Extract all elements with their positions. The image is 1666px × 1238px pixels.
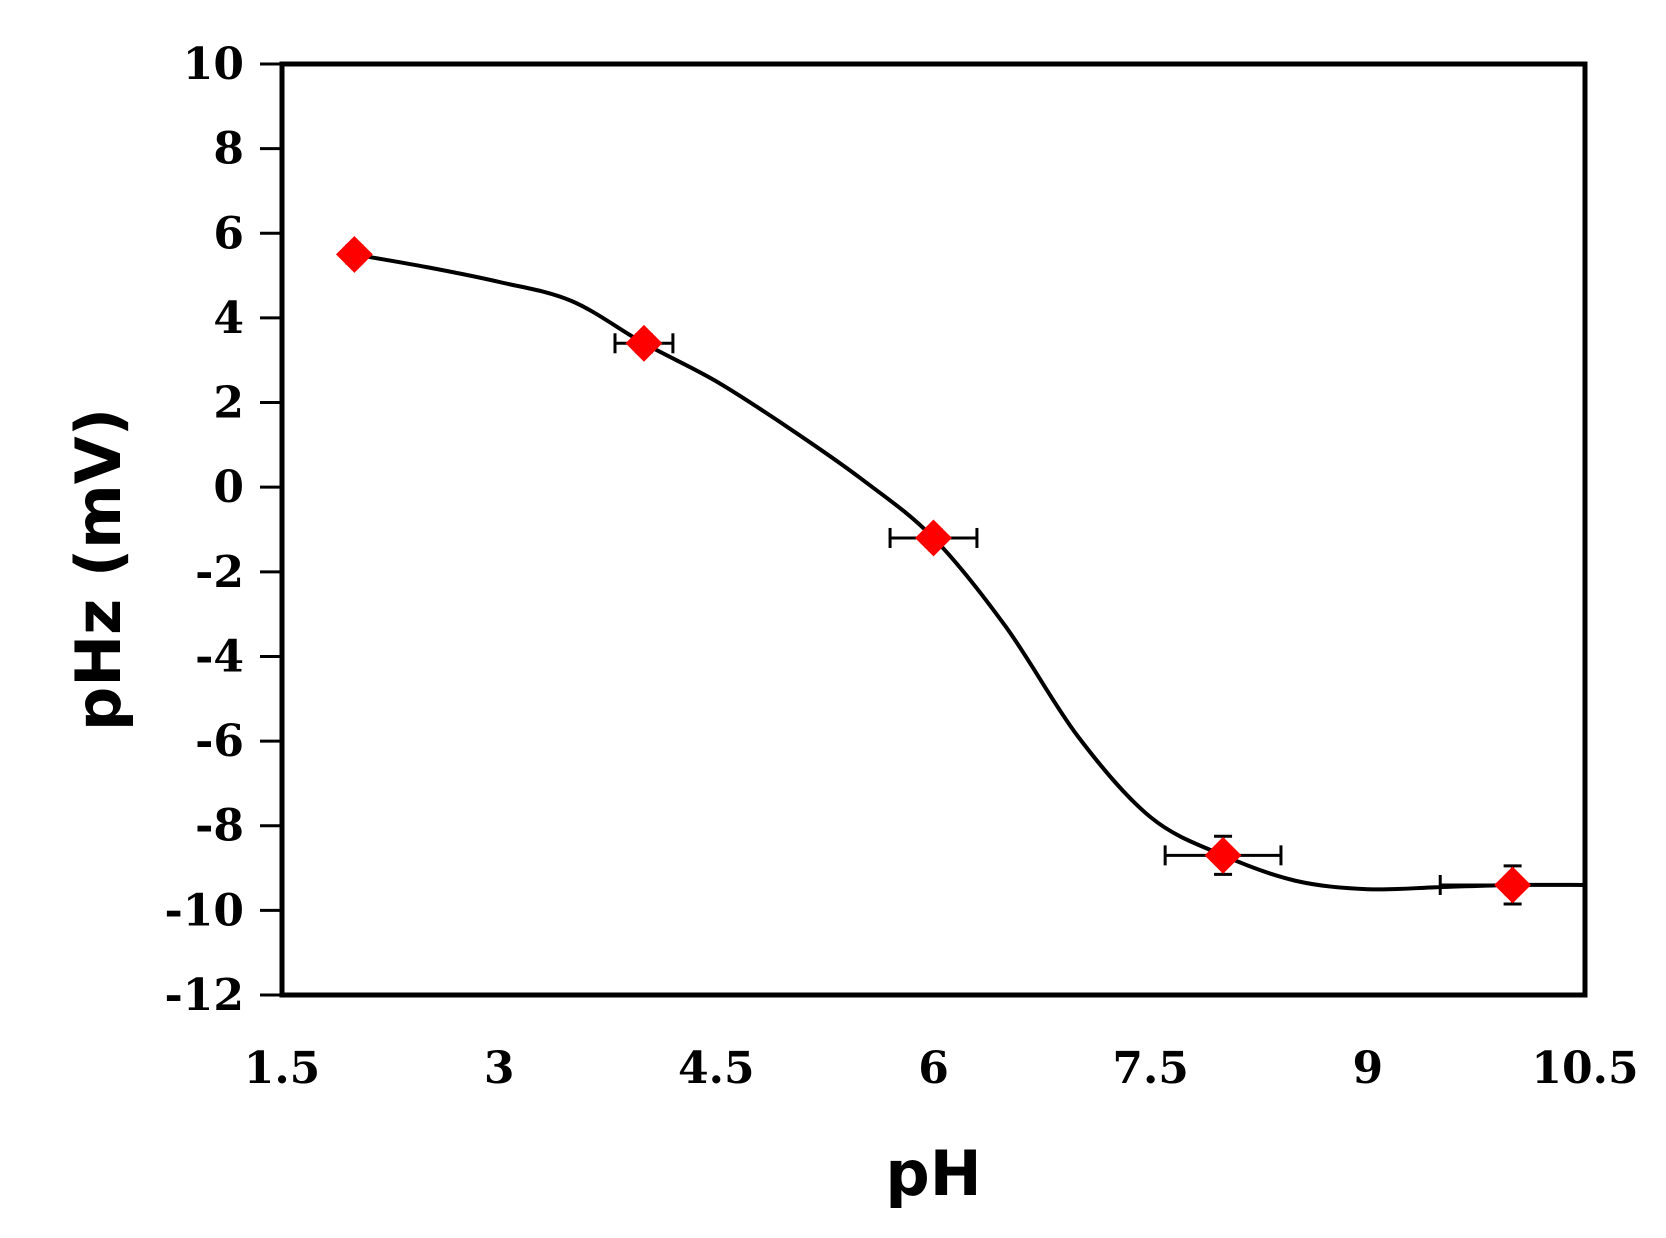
x-tick-label: 1.5 (244, 1043, 321, 1094)
plot-frame (279, 61, 1588, 998)
trend-line (354, 252, 1586, 892)
x-tick-label: 3 (484, 1043, 515, 1094)
data-point (915, 519, 952, 557)
y-tick-label: 2 (213, 378, 244, 429)
y-axis-title: pHz (mV) (62, 408, 135, 731)
y-tick-label: 6 (213, 208, 244, 259)
x-tick-label: 6 (918, 1043, 949, 1094)
plot-area: 10 8 6 4 2 0 -2 -4 -6 -8 -10 -12 1.5 3 4.5 6 7.5 9 10.5 (165, 39, 1639, 1094)
data-point (625, 324, 663, 362)
y-tick-label: -6 (195, 716, 244, 767)
y-tick-label: 8 (213, 124, 244, 175)
x-tick-label: 9 (1353, 1043, 1384, 1094)
y-tick-label: -8 (195, 801, 244, 852)
y-tick-label: 10 (183, 39, 244, 90)
x-tick-label: 10.5 (1531, 1043, 1638, 1094)
y-tick-label: -4 (195, 631, 244, 682)
y-tick-label: 0 (213, 462, 244, 513)
y-tick-label: 4 (213, 293, 244, 344)
y-tick-label: -2 (195, 547, 244, 598)
data-point (1494, 866, 1532, 904)
x-tick-label: 7.5 (1112, 1043, 1189, 1094)
data-point (335, 236, 373, 273)
x-axis-title: pH (885, 1137, 981, 1210)
y-tick-label: -10 (165, 885, 245, 936)
data-point (1204, 836, 1242, 874)
x-tick-label: 4.5 (678, 1043, 755, 1094)
y-tick-label: -12 (165, 970, 245, 1021)
